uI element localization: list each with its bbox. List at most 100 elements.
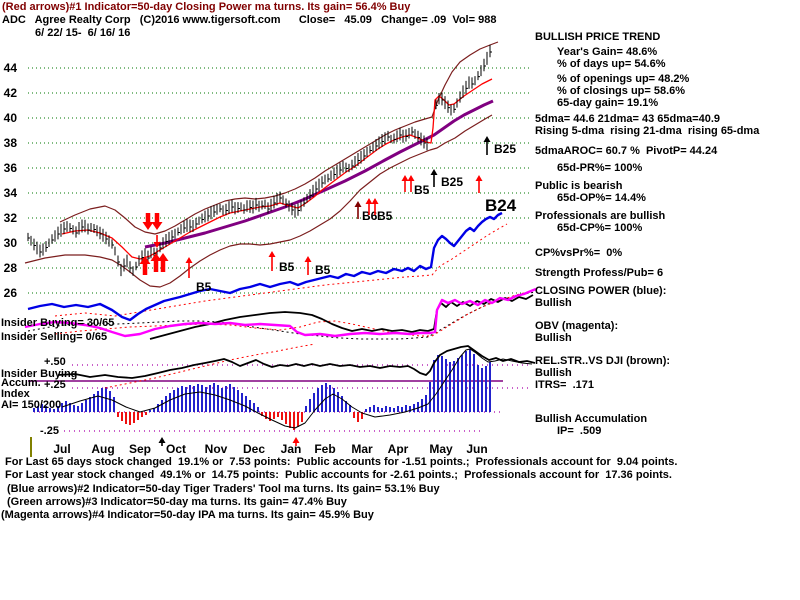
up-arrowhead-icon [365,198,373,204]
signal-label: B5 [196,280,212,294]
price-tick-label: 42 [4,86,18,100]
footer-line: (Blue arrows)#2 Indicator=50-day Tiger T… [7,483,440,495]
right-panel-line: % of openings up= 48.2% [557,73,690,85]
right-panel-line: Public is bearish [535,180,623,192]
footer-line: (Magenta arrows)#4 Indicator=50-day IPA … [1,509,374,521]
month-label: Feb [314,442,336,456]
relstr-vs-dji [149,294,534,340]
right-panel-line: CP%vsPr%= 0% [535,247,623,259]
month-label: Dec [242,442,266,456]
up-arrowhead-icon [139,256,151,264]
right-panel-line: Year's Gain= 48.6% [557,46,658,58]
ma65-purple [144,99,494,249]
right-panel-line: IP= .509 [557,425,602,437]
chart-left-label: Accum. [1,377,41,389]
up-arrowhead-icon [268,251,276,257]
month-label: Apr [387,442,409,456]
month-label: Sep [128,442,152,456]
up-arrowhead-icon [430,169,438,175]
up-arrowhead-icon [157,253,169,261]
right-panel-line: Bullish [535,367,572,379]
up-arrowhead-icon [475,175,483,181]
right-panel-line: 5dmaAROC= 60.7 % PivotP= 44.24 [535,145,718,157]
up-arrowhead-icon [185,257,193,263]
right-panel-line: % of days up= 54.6% [557,58,666,70]
month-label: Jul [53,442,71,456]
price-tick-label: 30 [4,236,18,250]
down-arrowhead-icon [142,222,154,230]
right-panel-line: 65d-PR%= 100% [557,162,643,174]
right-panel-line: 65d-CP%= 100% [557,222,643,234]
down-arrowhead-icon [151,222,163,230]
right-panel-line: Bullish [535,297,572,309]
right-panel-line: % of closings up= 58.6% [557,85,686,97]
footer-line: For Last year stock changed 49.1% or 14.… [5,469,672,481]
up-arrowhead-icon [371,198,379,204]
price-tick-label: 26 [4,286,18,300]
chart-left-label: Insider Buying= 30/65 [1,317,115,329]
price-tick-label: 34 [4,186,18,200]
signal-label: B5 [377,209,393,223]
chart-left-label: AI= 150/200 [1,399,62,411]
insider-accum-line [57,345,536,379]
signal-label: B6 [362,209,378,223]
right-panel-line: Strength Profess/Pub= 6 [535,267,664,279]
price-tick-label: 28 [4,261,18,275]
right-panel-line: OBV (magenta): [535,320,619,332]
month-label: Jan [280,442,302,456]
month-label: May [429,442,453,456]
quote-header: ADC Agree Realty Corp (C)2016 www.tigers… [2,14,497,26]
signal-label: B5 [414,183,430,197]
right-panel-line: ITRS= .171 [535,379,595,391]
right-panel-line: 65d-OP%= 14.4% [557,192,646,204]
up-arrowhead-icon [150,253,162,261]
date-range: 6/ 22/ 15- 6/ 16/ 16 [35,27,131,39]
month-label: Aug [91,442,115,456]
price-tick-label: 36 [4,161,18,175]
right-panel-line: Professionals are bullish [535,210,666,222]
right-panel-line: 5dma= 44.6 21dma= 43 65dma=40.9 [535,113,720,125]
price-tick-label: 32 [4,211,18,225]
closing-power-red-dotted [54,223,508,317]
month-label: Jun [466,442,488,456]
right-panel-line: CLOSING POWER (blue): [535,285,667,297]
signal-label: B24 [485,196,517,215]
footer-line: For Last 65 days stock changed 19.1% or … [5,456,678,468]
up-arrowhead-icon [401,175,409,181]
right-panel-line: Bullish [535,332,572,344]
chart-left-label: Index [1,388,30,400]
ma5-red [61,78,493,260]
closing-power-blue [27,211,503,322]
insider-red-dotted [104,343,316,389]
chart-left-label: +.25 [44,379,66,391]
chart-left-label: +.50 [44,356,66,368]
down-arrowhead-icon [153,242,161,248]
month-label: Oct [165,442,187,456]
chart-left-label: -.25 [40,425,59,437]
right-panel-line: Bullish Accumulation [535,413,648,425]
up-arrowhead-icon [158,437,166,443]
right-panel-line: Rising 5-dma rising 21-dma rising 65-dma [535,125,760,137]
price-tick-label: 44 [4,61,18,75]
signal-label: B25 [441,175,463,189]
indicator-signal-header: (Red arrows)#1 Indicator=50-day Closing … [2,1,411,13]
ai-moving-average [61,348,533,429]
right-panel-line: BULLISH PRICE TREND [535,31,661,43]
price-tick-label: 38 [4,136,18,150]
chart-left-label: Insider Selling= 0/65 [1,331,108,343]
up-arrowhead-icon [292,437,300,443]
signal-label: B25 [494,142,516,156]
month-label: Mar [351,442,373,456]
month-label: Nov [204,442,228,456]
up-arrowhead-icon [304,256,312,262]
right-panel-line: 65-day gain= 19.1% [557,97,659,109]
right-panel-line: REL.STR..VS DJI (brown): [535,355,671,367]
up-arrowhead-icon [407,175,415,181]
up-arrowhead-icon [483,136,491,142]
signal-label: B5 [315,263,331,277]
price-tick-label: 40 [4,111,18,125]
up-arrowhead-icon [354,201,362,207]
obv-red-dotted [54,291,529,337]
